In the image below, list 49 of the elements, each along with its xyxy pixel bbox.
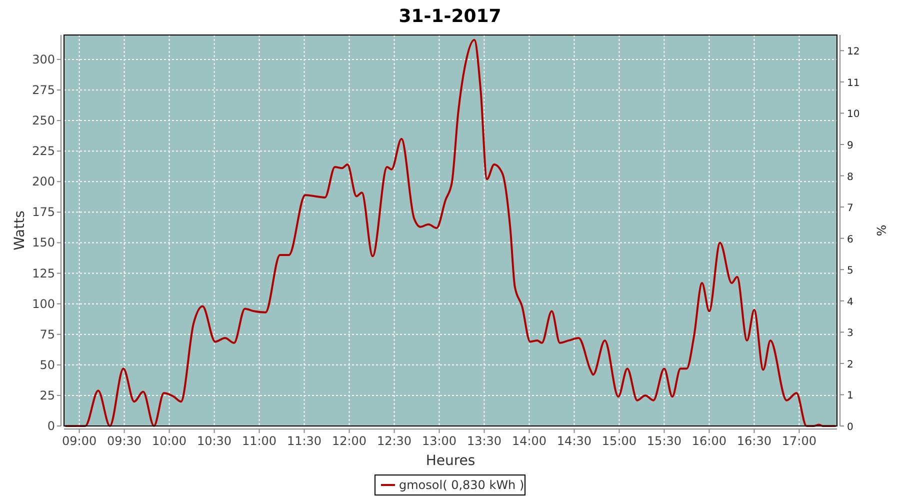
x-tick-label: 15:30 — [646, 434, 682, 448]
x-tick-label: 12:30 — [376, 434, 412, 448]
y-tick-label: 200 — [32, 174, 55, 189]
y2-tick-label: 11 — [847, 78, 860, 89]
y-tick-label: 50 — [40, 358, 55, 372]
x-tick-label: 16:00 — [692, 434, 727, 448]
y-tick-label: 175 — [32, 205, 55, 220]
x-tick-label: 12:00 — [332, 434, 367, 448]
y2-tick-label: 9 — [847, 140, 854, 152]
y2-tick-label: 6 — [847, 234, 854, 246]
y-tick-label: 275 — [32, 82, 55, 97]
y2-tick-label: 10 — [847, 109, 860, 120]
x-tick-label: 14:30 — [556, 434, 592, 448]
x-tick-label: 15:00 — [602, 434, 637, 448]
y2-tick-label: 4 — [847, 296, 854, 308]
y2-tick-label: 3 — [847, 328, 854, 340]
x-tick-label: 10:30 — [196, 434, 232, 448]
x-tick-label: 09:00 — [62, 434, 97, 448]
y-tick-label: 75 — [40, 327, 55, 342]
x-tick-label: 13:00 — [422, 434, 457, 448]
x-tick-label: 13:30 — [466, 434, 502, 448]
y-tick-label: 250 — [32, 114, 55, 128]
y-tick-label: 150 — [32, 236, 55, 250]
x-tick-label: 11:00 — [242, 434, 277, 448]
y2-tick-label: 7 — [847, 203, 854, 214]
y2-tick-label: 1 — [847, 390, 854, 402]
x-tick-label: 14:00 — [512, 434, 547, 448]
y2-tick-label: 8 — [847, 172, 854, 183]
y2-tick-label: 12 — [847, 46, 860, 58]
chart-title: 31-1-2017 — [398, 6, 502, 27]
y-axis-title: Watts — [12, 210, 28, 250]
x-tick-label: 09:30 — [106, 434, 142, 448]
x-tick-label: 17:00 — [782, 434, 816, 448]
y-tick-label: 100 — [32, 296, 55, 311]
y-tick-label: 225 — [32, 144, 55, 158]
line-series — [64, 38, 836, 427]
x-tick-label: 16:30 — [736, 434, 772, 448]
y-tick-label: 300 — [32, 52, 55, 66]
y2-tick-label: 5 — [847, 266, 854, 277]
x-axis-title: Heures — [426, 453, 476, 469]
y-tick-label: 0 — [47, 419, 55, 433]
legend-label: gmosol( 0,830 kWh ) — [399, 478, 524, 492]
y2-tick-label: 0 — [847, 422, 854, 433]
x-tick-label: 11:30 — [286, 434, 322, 448]
x-tick-label: 10:00 — [152, 434, 187, 448]
y-tick-label: 25 — [40, 388, 55, 402]
y-tick-label: 125 — [32, 266, 55, 280]
y2-tick-label: 2 — [847, 359, 854, 370]
y2-axis-title: % — [874, 224, 888, 236]
